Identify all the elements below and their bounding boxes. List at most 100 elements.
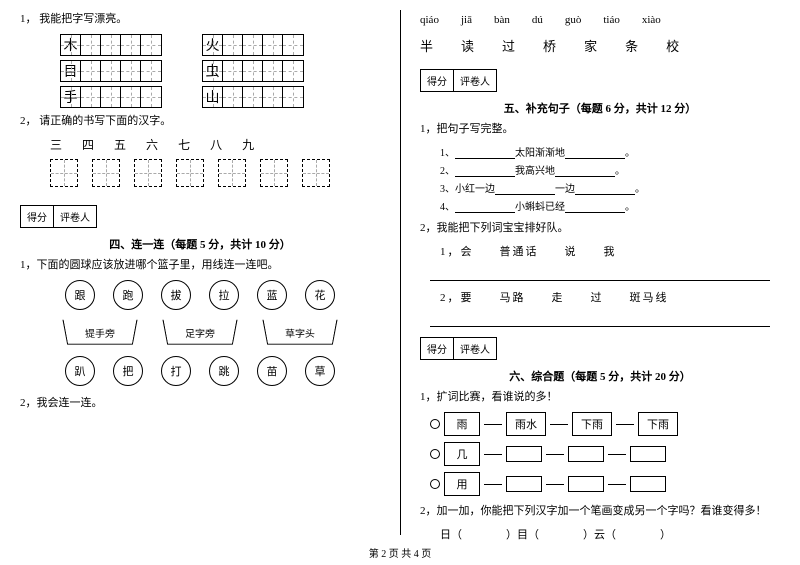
grader-label: 评卷人	[454, 70, 496, 91]
grader-label: 评卷人	[54, 206, 96, 227]
word-chain: 雨 雨水 下雨 下雨	[430, 412, 780, 436]
pinyin-row: qiáojiābàndúguòtiáoxiào	[420, 14, 780, 26]
circle-item: 跳	[209, 356, 239, 386]
chain-box	[506, 446, 542, 462]
match-char: 家	[584, 36, 597, 55]
fill-sentence: 1、太阳渐渐地。	[440, 144, 780, 159]
circle-item: 蓝	[257, 280, 287, 310]
writing-grid: 火	[202, 34, 304, 56]
sec5-q2: 2，我能把下列词宝宝排好队。	[420, 219, 780, 235]
sec6-q1: 1，扩词比赛，看谁说的多！	[420, 388, 780, 404]
score-box-5: 得分 评卷人	[420, 69, 497, 92]
sec5-title: 五、补充句子（每题 6 分，共计 12 分）	[420, 100, 780, 116]
basket: 足字旁	[162, 320, 237, 345]
hanzi-label: 三	[50, 136, 62, 153]
writing-grid: 目	[60, 60, 162, 82]
practice-box	[260, 159, 288, 187]
hanzi-labels: 三四五六七八九	[50, 136, 380, 153]
sentence-1: 1，会 普通话 说 我	[440, 243, 780, 259]
right-column: qiáojiābàndúguòtiáoxiào 半读过桥家条校 得分 评卷人 五…	[400, 0, 800, 545]
chain-box	[630, 476, 666, 492]
writing-grid: 山	[202, 86, 304, 108]
sec6-q2: 2，加一加，你能把下列汉字加一个笔画变成另一个字吗？看谁变得多！	[420, 502, 780, 518]
circle-item: 跟	[65, 280, 95, 310]
q1-num: 1，	[20, 13, 37, 25]
writing-grid: 木	[60, 34, 162, 56]
circle-item: 跑	[113, 280, 143, 310]
word-chains: 雨 雨水 下雨 下雨几用	[420, 412, 780, 496]
hanzi-label: 五	[114, 136, 126, 153]
q1-text: 我能把字写漂亮。	[39, 13, 127, 25]
sec4-title: 四、连一连（每题 5 分，共计 10 分）	[20, 236, 380, 252]
circle-item: 趴	[65, 356, 95, 386]
match-char: 校	[666, 36, 679, 55]
chain-box: 下雨	[572, 412, 612, 436]
blank-line	[430, 313, 770, 327]
sec5-q1: 1，把句子写完整。	[420, 120, 780, 136]
char-row: 半读过桥家条校	[420, 36, 780, 55]
column-divider	[400, 10, 401, 535]
practice-box	[176, 159, 204, 187]
circle-row-2: 趴把打跳苗草	[20, 356, 380, 386]
chain-box: 雨水	[506, 412, 546, 436]
circle-item: 拉	[209, 280, 239, 310]
q2: 2， 请正确的书写下面的汉字。	[20, 112, 380, 128]
chain-box	[568, 476, 604, 492]
practice-box	[92, 159, 120, 187]
grader-label: 评卷人	[454, 338, 496, 359]
word-chain: 几	[430, 442, 780, 466]
left-column: 1， 我能把字写漂亮。 木火目虫手山 2， 请正确的书写下面的汉字。 三四五六七…	[0, 0, 400, 545]
score-label: 得分	[421, 70, 454, 91]
practice-box	[302, 159, 330, 187]
circle-item: 草	[305, 356, 335, 386]
chain-head: 几	[444, 442, 480, 466]
practice-box	[50, 159, 78, 187]
word-chain: 用	[430, 472, 780, 496]
sec4-q1: 1，下面的圆球应该放进哪个篮子里，用线连一连吧。	[20, 256, 380, 272]
score-label: 得分	[421, 338, 454, 359]
sec4-q2: 2，我会连一连。	[20, 394, 380, 410]
chain-box	[506, 476, 542, 492]
match-char: 读	[461, 36, 474, 55]
q1: 1， 我能把字写漂亮。	[20, 10, 380, 26]
dash-boxes	[50, 159, 380, 187]
circle-item: 花	[305, 280, 335, 310]
hanzi-label: 九	[242, 136, 254, 153]
chain-box	[568, 446, 604, 462]
chain-box	[630, 446, 666, 462]
fill-lines: 1、太阳渐渐地。 2、我高兴地。 3、小红一边一边。 4、小蝌蚪已经。	[420, 144, 780, 213]
fill-sentence: 3、小红一边一边。	[440, 180, 780, 195]
match-char: 半	[420, 36, 433, 55]
practice-box	[134, 159, 162, 187]
chain-head: 雨	[444, 412, 480, 436]
add-stroke-line: 日（ ）目（ ）云（ ）	[440, 526, 780, 542]
page-footer: 第 2 页 共 4 页	[0, 545, 800, 560]
fill-sentence: 2、我高兴地。	[440, 162, 780, 177]
hanzi-label: 六	[146, 136, 158, 153]
pinyin: qiáo	[420, 14, 439, 26]
sec6-title: 六、综合题（每题 5 分，共计 20 分）	[420, 368, 780, 384]
circle-item: 苗	[257, 356, 287, 386]
match-char: 桥	[543, 36, 556, 55]
circle-item: 打	[161, 356, 191, 386]
hanzi-label: 八	[210, 136, 222, 153]
chain-box: 下雨	[638, 412, 678, 436]
writing-grid: 虫	[202, 60, 304, 82]
hanzi-label: 四	[82, 136, 94, 153]
hanzi-label: 七	[178, 136, 190, 153]
chain-head: 用	[444, 472, 480, 496]
score-label: 得分	[21, 206, 54, 227]
fill-sentence: 4、小蝌蚪已经。	[440, 198, 780, 213]
section6: 得分 评卷人 六、综合题（每题 5 分，共计 20 分） 1，扩词比赛，看谁说的…	[420, 337, 780, 542]
pinyin: guò	[565, 14, 582, 26]
q2-text: 请正确的书写下面的汉字。	[39, 115, 171, 127]
basket: 草字头	[262, 320, 337, 345]
score-box-6: 得分 评卷人	[420, 337, 497, 360]
match-char: 条	[625, 36, 638, 55]
basket: 提手旁	[62, 320, 137, 345]
q2-num: 2，	[20, 115, 37, 127]
practice-box	[218, 159, 246, 187]
circle-item: 把	[113, 356, 143, 386]
pinyin: xiào	[642, 14, 661, 26]
pinyin: dú	[532, 14, 543, 26]
